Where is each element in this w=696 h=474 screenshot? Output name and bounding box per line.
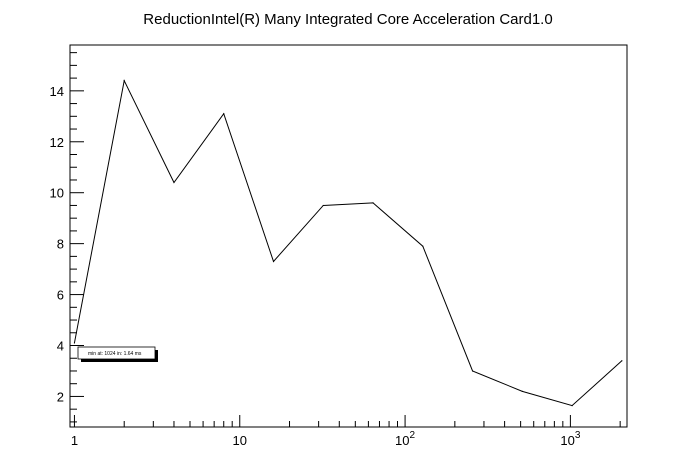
series-layer [73,79,623,407]
x-tick-base: 1 [71,433,78,448]
data-point [621,360,623,362]
x-tick-label: 10 [233,433,247,448]
plot-frame [69,44,628,428]
y-tick-label: 6 [57,288,64,303]
y-tick-label: 4 [57,339,64,354]
x-tick-base: 10 [560,433,574,448]
data-point [521,390,523,392]
y-tick-label: 10 [50,186,64,201]
y-tick-label: 8 [57,237,64,252]
x-tick-exponent: 2 [410,430,416,441]
y-tick-label: 2 [57,389,64,404]
x-tick-exponent: 3 [575,430,581,441]
data-point [123,80,125,82]
data-point [571,405,573,407]
series-line [73,79,623,407]
data-point [372,202,374,204]
x-tick-label: 1 [71,433,78,448]
data-point [73,342,76,344]
x-tick-base: 10 [233,433,247,448]
x-tick-base: 10 [395,433,409,448]
data-point [223,113,225,115]
annotation-text: min at: 1024 in: 1.64 ms [88,351,142,357]
x-tick-label: 103 [560,430,580,448]
y-tick-label: 12 [50,135,64,150]
x-tick-label: 102 [395,430,415,448]
data-point [272,260,275,263]
data-point [422,245,424,247]
x-axis: 1 10 102 103 [71,415,621,448]
data-point [471,370,474,372]
annotation-box: min at: 1024 in: 1.64 ms [77,346,158,362]
annotation-frame [77,346,156,360]
data-point [322,204,324,207]
chart-title: ReductionIntel(R) Many Integrated Core A… [143,11,552,28]
y-axis: 2 4 6 8 10 12 14 [50,52,84,423]
y-tick-label: 14 [50,84,64,99]
data-point [173,181,175,184]
